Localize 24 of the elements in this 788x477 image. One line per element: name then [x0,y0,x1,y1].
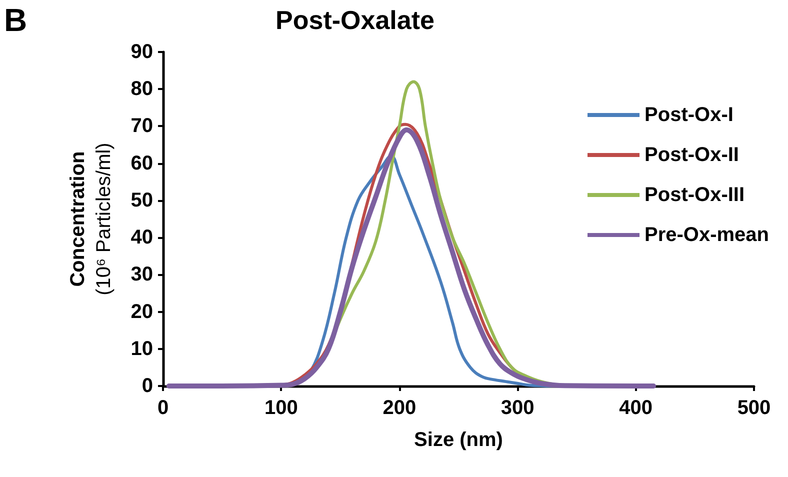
legend-label: Pre-Ox-mean [644,224,770,246]
y-tick-label: 10 [130,338,153,360]
y-tick-label: 80 [130,78,153,100]
y-tick-label: 90 [130,41,153,63]
y-tick-label: 0 [142,375,153,397]
y-tick-label: 20 [130,300,153,323]
y-axis-title: Concentration (10⁶ Particles/ml) [67,142,115,296]
chart-title: Post-Oxalate [276,5,434,35]
x-tick-label: 0 [157,397,169,419]
legend-label: Post-Ox-II [644,144,739,166]
y-tick-label: 70 [130,115,153,138]
x-tick-label: 100 [264,397,298,419]
x-axis-title: Size (nm) [414,429,503,451]
x-tick-label: 300 [500,397,534,419]
text: B [4,2,28,38]
y-tick-label: 30 [130,264,153,286]
x-tick-label: 200 [382,397,416,419]
y-tick-label: 40 [130,226,153,249]
legend-label: Post-Ox-I [644,104,734,126]
y-tick-label: 50 [130,189,153,212]
legend-label: Post-Ox-III [644,184,745,206]
x-tick-label: 400 [619,397,652,419]
x-tick-label: 500 [737,397,771,419]
y-tick-label: 60 [130,152,153,174]
